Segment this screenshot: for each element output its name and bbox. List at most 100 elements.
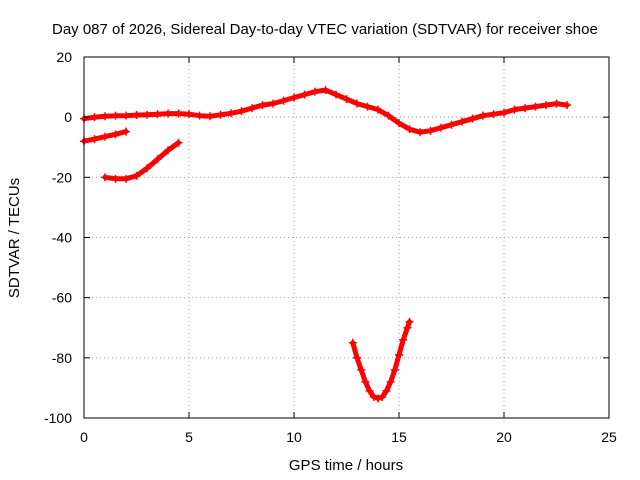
- y-tick-label: -80: [52, 350, 72, 366]
- data-point: [357, 365, 366, 374]
- data-point: [563, 101, 571, 110]
- data-point: [521, 104, 529, 113]
- data-point: [403, 323, 412, 332]
- series-trace: [350, 319, 412, 401]
- data-point: [237, 107, 246, 116]
- y-tick-label: 20: [56, 49, 72, 65]
- y-tick-label: -60: [52, 290, 72, 306]
- data-series: [80, 86, 571, 403]
- x-axis-label: GPS time / hours: [289, 457, 403, 474]
- data-point: [353, 353, 361, 362]
- data-point: [111, 111, 120, 120]
- data-point: [279, 96, 288, 105]
- plot-frame: [83, 56, 610, 419]
- data-point: [361, 377, 370, 386]
- data-point: [437, 123, 445, 132]
- data-point: [122, 111, 130, 120]
- data-point: [468, 114, 477, 123]
- data-point: [332, 90, 340, 99]
- data-point: [143, 164, 151, 173]
- axis-ticks: 0 5 10 15 20 25 -100 -80 -60 -40 -20 0 20: [44, 49, 617, 445]
- data-point: [378, 392, 387, 401]
- data-point: [174, 138, 183, 147]
- data-point: [90, 113, 99, 122]
- y-tick-label: 0: [64, 109, 72, 125]
- x-tick-label: 20: [496, 429, 512, 445]
- data-point: [290, 93, 298, 102]
- y-tick-label: -20: [52, 169, 72, 185]
- data-point: [395, 119, 403, 128]
- data-point: [479, 111, 487, 120]
- data-point: [542, 101, 550, 110]
- data-point: [384, 111, 393, 120]
- data-point: [153, 110, 162, 119]
- data-point: [321, 86, 330, 95]
- data-point: [395, 350, 403, 359]
- data-point: [153, 155, 162, 164]
- data-point: [365, 386, 374, 395]
- data-point: [405, 125, 414, 134]
- y-tick-label: -100: [44, 410, 72, 426]
- chart-title: Day 087 of 2026, Sidereal Day-to-day VTE…: [52, 21, 598, 38]
- data-point: [416, 128, 424, 137]
- x-tick-label: 25: [601, 429, 617, 445]
- data-point: [132, 111, 141, 120]
- data-point: [101, 173, 109, 182]
- y-axis-label: SDTVAR / TECUs: [6, 178, 23, 298]
- data-point: [510, 105, 519, 114]
- data-point: [489, 110, 498, 119]
- data-point: [363, 102, 372, 111]
- data-point: [374, 105, 382, 114]
- series-short-arc-2: [101, 138, 183, 183]
- data-point: [174, 109, 183, 118]
- data-point: [399, 335, 408, 344]
- data-point: [500, 108, 508, 117]
- grid: [84, 57, 609, 418]
- data-point: [552, 99, 561, 108]
- x-tick-label: 10: [286, 429, 302, 445]
- data-point: [390, 365, 399, 374]
- data-point: [164, 109, 172, 118]
- data-point: [227, 109, 235, 118]
- x-tick-label: 5: [185, 429, 193, 445]
- data-point: [143, 110, 151, 119]
- data-point: [216, 110, 225, 119]
- data-point: [122, 174, 130, 183]
- data-point: [90, 135, 99, 144]
- data-point: [185, 110, 193, 119]
- data-point: [405, 317, 414, 326]
- x-tick-label: 15: [391, 429, 407, 445]
- data-point: [195, 111, 204, 120]
- data-point: [248, 104, 256, 113]
- data-point: [111, 130, 120, 139]
- data-point: [374, 394, 382, 403]
- data-point: [458, 117, 466, 126]
- data-point: [300, 90, 309, 99]
- data-point: [382, 386, 391, 395]
- data-point: [101, 112, 109, 121]
- data-point: [426, 126, 435, 135]
- data-point: [342, 95, 351, 104]
- data-point: [164, 146, 172, 155]
- data-point: [386, 377, 395, 386]
- data-point: [258, 101, 267, 110]
- series-trace: [81, 87, 570, 135]
- data-point: [111, 174, 120, 183]
- series-short-arc-1: [80, 127, 130, 146]
- y-tick-label: -40: [52, 230, 72, 246]
- data-point: [353, 99, 361, 108]
- data-point: [531, 102, 540, 111]
- data-point: [369, 392, 378, 401]
- data-point: [269, 99, 277, 108]
- series-deep-arc: [348, 317, 414, 403]
- data-point: [206, 112, 214, 121]
- data-point: [348, 338, 357, 347]
- series-main-arc: [80, 86, 571, 137]
- data-point: [132, 171, 141, 180]
- data-point: [311, 87, 319, 96]
- data-point: [101, 132, 109, 141]
- data-point: [447, 120, 456, 129]
- data-point: [122, 127, 130, 136]
- x-tick-label: 0: [80, 429, 88, 445]
